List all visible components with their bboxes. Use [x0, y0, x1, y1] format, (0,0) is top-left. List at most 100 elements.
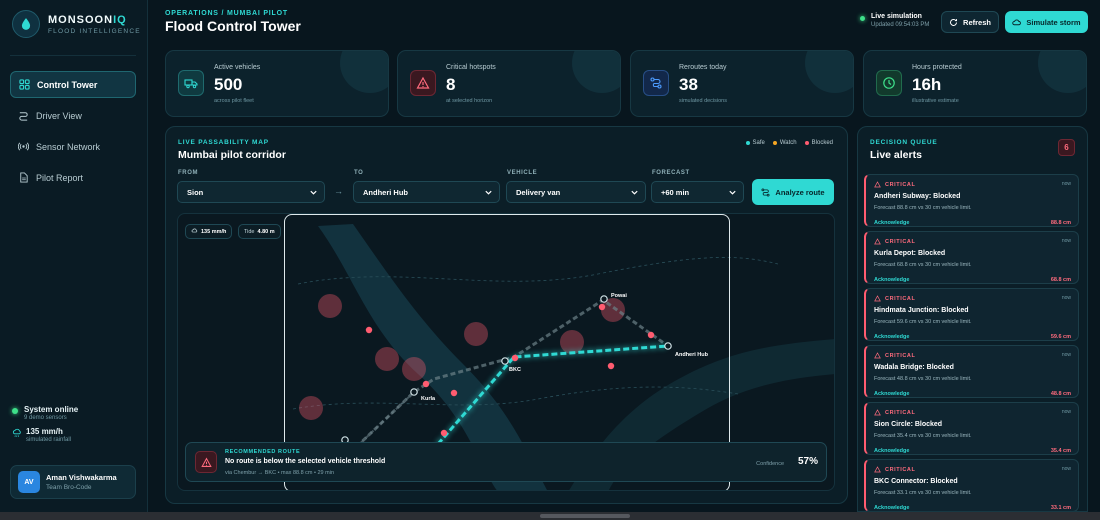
warning-icon — [195, 451, 217, 473]
refresh-icon — [950, 18, 958, 26]
acknowledge-link[interactable]: Acknowledge — [874, 334, 910, 340]
route-eyebrow: RECOMMENDED ROUTE — [225, 449, 301, 455]
system-status: System online — [24, 405, 79, 414]
alert-title: Wadala Bridge: Blocked — [874, 364, 954, 371]
alerts-panel: DECISION QUEUE Live alerts 6 CRITICAL no… — [857, 126, 1088, 512]
last-updated: Updated 09:54:03 PM — [871, 22, 930, 28]
warning-icon — [410, 70, 436, 96]
alert-card[interactable]: CRITICAL now Kurla Depot: Blocked Foreca… — [864, 231, 1079, 284]
droplet-icon — [12, 10, 40, 38]
alert-title: Hindmata Junction: Blocked — [874, 307, 969, 314]
contour-line — [297, 257, 779, 285]
route-summary: via Chembur → BKC • max 88.8 cm • 29 min — [225, 470, 334, 476]
alert-card[interactable]: CRITICAL now Andheri Subway: Blocked For… — [864, 174, 1079, 227]
alert-card[interactable]: CRITICAL now Wadala Bridge: Blocked Fore… — [864, 345, 1079, 398]
alert-title: Kurla Depot: Blocked — [874, 250, 946, 257]
alerts-title: Live alerts — [870, 149, 922, 161]
hotspot-dot — [607, 362, 615, 370]
from-select[interactable]: Sion — [177, 181, 325, 203]
route-title: No route is below the selected vehicle t… — [225, 458, 386, 465]
sensor-count: 9 demo sensors — [24, 415, 67, 421]
nav-item-sensor-network[interactable]: Sensor Network — [10, 133, 136, 160]
arrow-right-icon: → — [334, 186, 343, 196]
sidebar-status: System online 9 demo sensors 135 mm/h si… — [12, 405, 78, 449]
grid-icon — [19, 79, 30, 90]
safe-route-line — [436, 344, 669, 445]
nav-item-label: Control Tower — [37, 79, 98, 90]
node-kurla — [410, 388, 418, 396]
alert-depth: 88.8 cm — [1050, 220, 1071, 226]
alert-severity: CRITICAL — [874, 409, 915, 416]
rainfall-value: 135 mm/h — [26, 427, 63, 436]
refresh-label: Refresh — [963, 17, 991, 27]
to-select[interactable]: Andheri Hub — [353, 181, 500, 203]
rainfall-chip: 135 mm/h — [185, 224, 233, 239]
kpi-value: 8 — [446, 75, 456, 94]
alert-time: now — [1061, 295, 1071, 301]
alert-card[interactable]: CRITICAL now Sion Circle: Blocked Foreca… — [864, 402, 1079, 455]
alert-card[interactable]: CRITICAL now Hindmata Junction: Blocked … — [864, 288, 1079, 341]
alert-depth: 35.4 cm — [1050, 448, 1071, 454]
node-label-andheri: Andheri Hub — [675, 352, 709, 358]
alert-depth: 33.1 cm — [1050, 505, 1071, 511]
hotspot-halo — [560, 330, 584, 354]
sidebar: MONSOONIQ FLOOD INTELLIGENCE Control Tow… — [0, 0, 148, 512]
acknowledge-link[interactable]: Acknowledge — [874, 220, 910, 226]
forecast-label: FORECAST — [652, 170, 690, 176]
hotspot-dot — [422, 380, 430, 388]
vehicle-select[interactable]: Delivery van — [506, 181, 646, 203]
refresh-button[interactable]: Refresh — [941, 11, 999, 33]
tide-label: Tide — [244, 228, 255, 235]
hotspot-dot — [647, 331, 655, 339]
kpi-note: illustrative estimate — [912, 98, 959, 104]
brand-subtitle: FLOOD INTELLIGENCE — [48, 27, 141, 35]
acknowledge-link[interactable]: Acknowledge — [874, 277, 910, 283]
to-label: TO — [354, 170, 364, 176]
nav-item-pilot-report[interactable]: Pilot Report — [10, 164, 136, 191]
analyze-route-button[interactable]: Analyze route — [752, 179, 834, 205]
from-label: FROM — [178, 170, 199, 176]
node-label-kurla: Kurla — [421, 396, 436, 402]
nav-item-driver-view[interactable]: Driver View — [10, 102, 136, 129]
legend-blocked: Blocked — [804, 140, 833, 146]
kpi-note: simulated decisions — [679, 98, 727, 104]
kpi-value: 500 — [214, 75, 243, 94]
kpi-label: Reroutes today — [679, 64, 727, 71]
simulate-storm-button[interactable]: Simulate storm — [1005, 11, 1088, 33]
map-panel: LIVE PASSABILITY MAP Mumbai pilot corrid… — [165, 126, 848, 504]
tide-chip: Tide 4.80 m — [238, 224, 281, 239]
route-icon — [643, 70, 669, 96]
forecast-select[interactable]: +60 min — [651, 181, 744, 203]
live-title: Live simulation — [871, 13, 922, 20]
brand: MONSOONIQ FLOOD INTELLIGENCE — [12, 10, 141, 38]
hotspot-dot — [450, 389, 458, 397]
map-eyebrow: LIVE PASSABILITY MAP — [178, 139, 269, 146]
alert-title: BKC Connector: Blocked — [874, 478, 958, 485]
kpi-value: 16h — [912, 75, 942, 94]
acknowledge-link[interactable]: Acknowledge — [874, 391, 910, 397]
nav-item-control-tower[interactable]: Control Tower — [10, 71, 136, 98]
node-andheri — [664, 342, 672, 350]
acknowledge-link[interactable]: Acknowledge — [874, 448, 910, 454]
map-canvas[interactable]: Powai Andheri Hub BKC Kurla 135 mm/h Tid… — [177, 213, 835, 491]
warning-icon — [874, 352, 881, 359]
kpi-critical-hotspots: Critical hotspots 8 at selected horizon — [397, 50, 621, 117]
warning-icon — [874, 181, 881, 188]
alert-title: Sion Circle: Blocked — [874, 421, 943, 428]
user-name: Aman Vishwakarma — [46, 473, 117, 482]
hotspot-dot — [511, 354, 519, 362]
user-card[interactable]: AV Aman Vishwakarma Team Bro-Code — [10, 465, 136, 499]
route-icon — [19, 112, 28, 121]
alert-description: Forecast 48.8 cm vs 30 cm vehicle limit. — [874, 376, 972, 382]
alerts-eyebrow: DECISION QUEUE — [870, 139, 938, 146]
alert-card[interactable]: CRITICAL now BKC Connector: Blocked Fore… — [864, 459, 1079, 511]
warning-icon — [874, 295, 881, 302]
alert-description: Forecast 35.4 cm vs 30 cm vehicle limit. — [874, 433, 972, 439]
alert-description: Forecast 88.8 cm vs 30 cm vehicle limit. — [874, 205, 972, 211]
alert-time: now — [1061, 238, 1071, 244]
acknowledge-link[interactable]: Acknowledge — [874, 505, 910, 511]
rainfall-label: simulated rainfall — [26, 437, 72, 443]
kpi-note: at selected horizon — [446, 98, 493, 104]
scrollbar-thumb[interactable] — [540, 514, 630, 518]
